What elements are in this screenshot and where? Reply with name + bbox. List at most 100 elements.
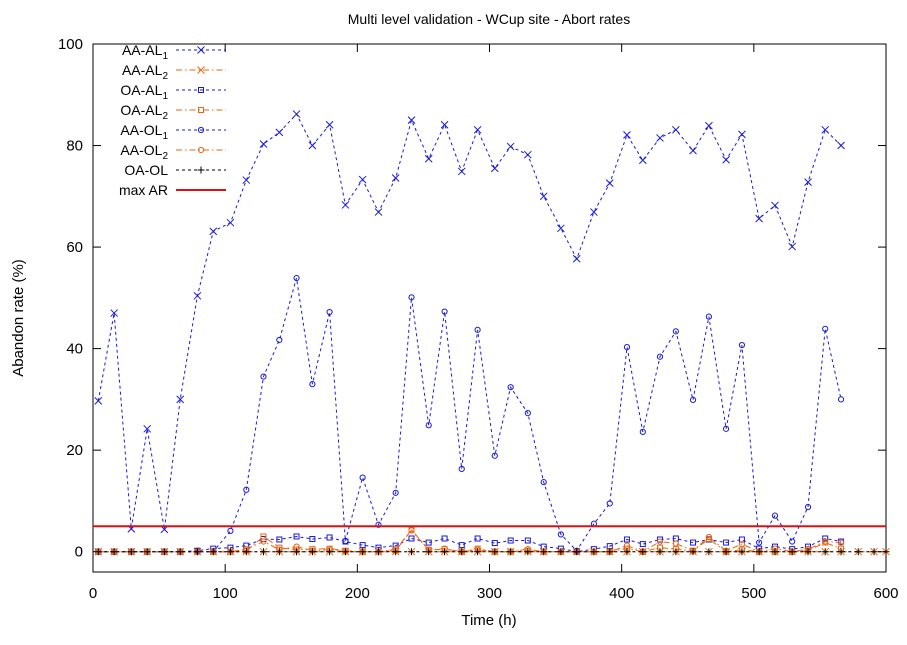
data-point <box>882 548 890 556</box>
data-point <box>623 548 631 556</box>
series-line-4 <box>98 277 842 553</box>
legend-entry-2: OA-AL1 <box>120 82 226 102</box>
data-point <box>326 548 334 556</box>
data-point <box>408 527 415 534</box>
data-point <box>821 125 830 134</box>
data-point <box>458 548 466 556</box>
data-point <box>474 535 481 542</box>
chart-title: Multi level validation - WCup site - Abo… <box>348 11 630 27</box>
legend-entry-5: AA-OL2 <box>120 142 226 162</box>
series-0 <box>94 110 845 534</box>
legend-label-text: AA-OL <box>120 142 162 158</box>
data-point <box>392 489 399 496</box>
series-6 <box>94 548 890 556</box>
x-tick-label: 400 <box>609 585 634 602</box>
data-point <box>656 538 664 545</box>
legend-label-text: AA-AL <box>122 62 163 78</box>
legend-label-text: OA-AL <box>120 82 162 98</box>
data-point <box>193 548 201 556</box>
data-point <box>392 548 400 556</box>
data-point <box>755 548 763 556</box>
y-tick-label: 100 <box>58 36 83 53</box>
x-tick-label: 0 <box>89 585 97 602</box>
data-point <box>209 227 218 236</box>
data-point <box>94 548 102 556</box>
legend-label-subscript: 2 <box>162 71 168 82</box>
legend-label-subscript: 1 <box>162 91 168 102</box>
legend-label-text: OA-OL <box>124 162 168 178</box>
data-point <box>705 548 713 556</box>
data-point <box>837 548 845 556</box>
data-point <box>359 548 367 556</box>
data-point <box>309 536 316 542</box>
data-point <box>110 309 119 317</box>
x-tick-label: 600 <box>873 585 898 602</box>
data-point <box>638 156 647 165</box>
data-point <box>110 548 118 556</box>
data-point <box>804 548 812 556</box>
data-point <box>292 110 301 118</box>
legend-marker <box>197 126 205 134</box>
data-point <box>540 479 547 486</box>
data-point <box>259 548 267 556</box>
legend-entry-6: OA-OL <box>124 162 226 178</box>
data-point <box>590 208 598 216</box>
data-point <box>539 192 548 201</box>
data-point <box>341 548 349 556</box>
data-point <box>176 395 185 404</box>
data-point <box>623 343 631 351</box>
data-point <box>821 548 829 556</box>
data-point <box>226 548 234 556</box>
data-point <box>540 548 548 556</box>
legend-label: AA-AL1 <box>122 42 168 62</box>
data-point <box>523 150 532 159</box>
data-point <box>689 396 697 403</box>
data-point <box>690 539 697 546</box>
y-tick-label: 40 <box>66 341 83 358</box>
data-point <box>507 384 514 391</box>
data-point <box>276 336 283 344</box>
data-point <box>755 214 763 223</box>
data-point <box>507 537 514 544</box>
series-line-0 <box>97 113 842 530</box>
data-point <box>771 548 779 556</box>
data-point <box>127 548 135 556</box>
series-line-2 <box>98 535 842 553</box>
x-tick-label: 200 <box>345 585 370 602</box>
data-point <box>854 548 862 556</box>
data-point <box>723 539 730 546</box>
legend: AA-AL1AA-AL2OA-AL1OA-AL2AA-OL1AA-OL2OA-O… <box>119 42 226 198</box>
legend-label-subscript: 2 <box>162 111 168 122</box>
legend-entry-0: AA-AL1 <box>122 42 226 62</box>
data-point <box>209 548 217 556</box>
data-point <box>606 500 613 507</box>
data-point <box>705 313 712 320</box>
data-point <box>407 116 416 125</box>
legend-label-subscript: 1 <box>162 51 168 62</box>
data-point <box>789 538 796 545</box>
legend-label-text: AA-AL <box>122 42 163 58</box>
data-point <box>326 534 333 541</box>
data-point <box>689 548 697 556</box>
data-point <box>623 131 631 139</box>
data-point <box>474 548 482 556</box>
data-point <box>804 178 812 186</box>
data-point <box>705 533 712 541</box>
data-point <box>440 120 449 129</box>
data-point <box>672 540 679 547</box>
data-point <box>572 254 581 263</box>
data-point <box>491 452 498 459</box>
data-point <box>458 542 465 549</box>
data-point <box>374 548 382 556</box>
data-point <box>408 548 416 556</box>
data-point <box>293 533 300 540</box>
y-axis-title: Abandon rate (%) <box>10 259 27 377</box>
data-point <box>490 164 499 173</box>
data-point <box>623 542 631 549</box>
data-point <box>689 146 697 155</box>
data-point <box>491 548 499 556</box>
data-point <box>756 539 763 546</box>
legend-label: OA-AL2 <box>120 102 168 122</box>
